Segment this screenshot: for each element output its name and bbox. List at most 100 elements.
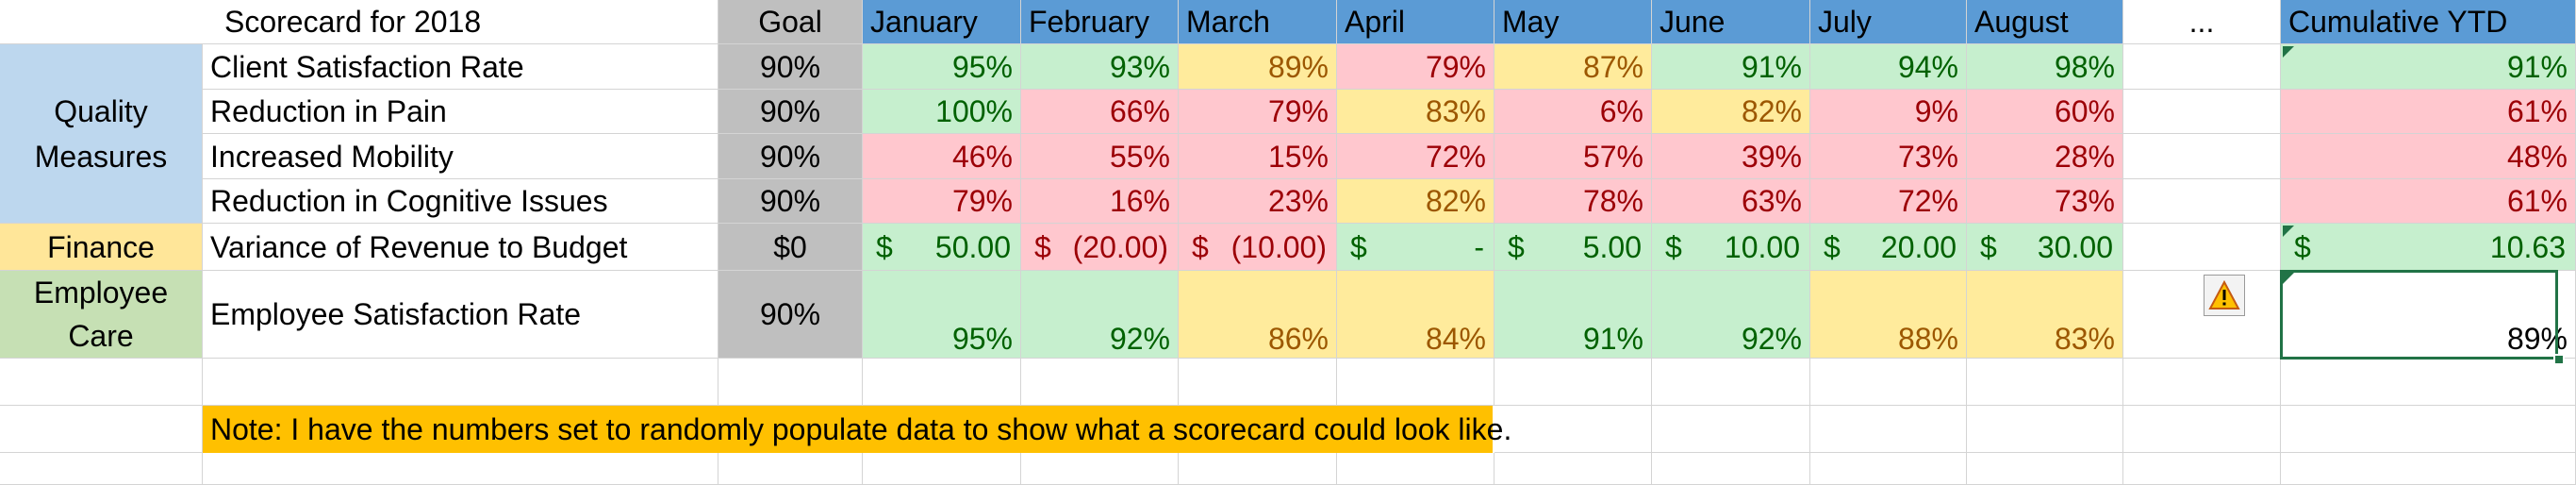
month-header-april[interactable]: April: [1337, 0, 1494, 44]
note-banner[interactable]: Note: I have the numbers set to randomly…: [203, 406, 1511, 453]
empty-cell[interactable]: [2123, 406, 2281, 453]
empty-cell[interactable]: [1967, 406, 2123, 453]
value-cell[interactable]: 91%: [1494, 271, 1652, 359]
empty-cell[interactable]: [718, 453, 863, 485]
value-cell[interactable]: 15%: [1179, 134, 1337, 179]
empty-cell[interactable]: [0, 406, 203, 453]
value-cell[interactable]: 39%: [1652, 134, 1810, 179]
empty-cell[interactable]: [0, 359, 203, 406]
value-cell[interactable]: 57%: [1494, 134, 1652, 179]
empty-cell[interactable]: [0, 453, 203, 485]
value-cell[interactable]: 98%: [1967, 44, 2123, 90]
empty-cell[interactable]: [863, 453, 1021, 485]
currency-cell[interactable]: $50.00: [863, 224, 1021, 271]
value-cell[interactable]: 28%: [1967, 134, 2123, 179]
value-cell[interactable]: 78%: [1494, 179, 1652, 224]
empty-cell[interactable]: [1967, 453, 2123, 485]
value-cell[interactable]: 66%: [1021, 90, 1179, 134]
empty-cell[interactable]: [863, 359, 1021, 406]
category-quality[interactable]: Quality Measures: [0, 44, 203, 224]
month-header-august[interactable]: August: [1967, 0, 2123, 44]
category-finance[interactable]: Finance: [0, 224, 203, 271]
currency-cell[interactable]: $20.00: [1810, 224, 1967, 271]
value-cell[interactable]: 79%: [1337, 44, 1494, 90]
value-cell[interactable]: 100%: [863, 90, 1021, 134]
value-cell[interactable]: 88%: [1810, 271, 1967, 359]
ytd-value[interactable]: 91%: [2281, 44, 2576, 90]
empty-cell[interactable]: [1494, 453, 1652, 485]
empty-cell[interactable]: [1652, 359, 1810, 406]
value-cell[interactable]: 91%: [1652, 44, 1810, 90]
empty-cell[interactable]: [2281, 453, 2576, 485]
month-header-january[interactable]: January: [863, 0, 1021, 44]
value-cell[interactable]: 72%: [1810, 179, 1967, 224]
empty-cell[interactable]: [1179, 453, 1337, 485]
empty-cell[interactable]: [1810, 359, 1967, 406]
goal-value[interactable]: $0: [718, 224, 863, 271]
currency-cell[interactable]: $5.00: [1494, 224, 1652, 271]
metric-label[interactable]: Reduction in Pain: [203, 90, 718, 134]
empty-cell[interactable]: [2123, 44, 2281, 90]
value-cell[interactable]: 23%: [1179, 179, 1337, 224]
goal-header[interactable]: Goal: [718, 0, 863, 44]
goal-value[interactable]: 90%: [718, 179, 863, 224]
value-cell[interactable]: 73%: [1810, 134, 1967, 179]
ytd-value[interactable]: 61%: [2281, 179, 2576, 224]
value-cell[interactable]: 83%: [1967, 271, 2123, 359]
month-header-february[interactable]: February: [1021, 0, 1179, 44]
ytd-value[interactable]: 61%: [2281, 90, 2576, 134]
empty-cell[interactable]: [2123, 90, 2281, 134]
value-cell[interactable]: 79%: [1179, 90, 1337, 134]
value-cell[interactable]: 72%: [1337, 134, 1494, 179]
goal-value[interactable]: 90%: [718, 134, 863, 179]
empty-cell[interactable]: [2281, 406, 2576, 453]
currency-cell[interactable]: $ (20.00): [1021, 224, 1179, 271]
value-cell[interactable]: 93%: [1021, 44, 1179, 90]
goal-value[interactable]: 90%: [718, 44, 863, 90]
currency-cell[interactable]: $ -: [1337, 224, 1494, 271]
goal-value[interactable]: 90%: [718, 271, 863, 359]
empty-cell[interactable]: [2123, 224, 2281, 271]
category-employee[interactable]: Employee Care: [0, 271, 203, 359]
ytd-header[interactable]: Cumulative YTD: [2281, 0, 2576, 44]
month-header-may[interactable]: May: [1494, 0, 1652, 44]
value-cell[interactable]: 92%: [1021, 271, 1179, 359]
value-cell[interactable]: 63%: [1652, 179, 1810, 224]
empty-cell[interactable]: [2123, 179, 2281, 224]
warning-triangle-icon[interactable]: [2204, 275, 2245, 316]
empty-cell[interactable]: [1967, 359, 2123, 406]
value-cell[interactable]: 95%: [863, 44, 1021, 90]
value-cell[interactable]: 94%: [1810, 44, 1967, 90]
month-header-july[interactable]: July: [1810, 0, 1967, 44]
empty-cell[interactable]: [203, 453, 718, 485]
ytd-value[interactable]: $10.63: [2281, 224, 2576, 271]
metric-label[interactable]: Increased Mobility: [203, 134, 718, 179]
empty-cell[interactable]: [1337, 359, 1494, 406]
currency-cell[interactable]: $10.00: [1652, 224, 1810, 271]
value-cell[interactable]: 89%: [1179, 44, 1337, 90]
value-cell[interactable]: 9%: [1810, 90, 1967, 134]
empty-cell[interactable]: [2123, 453, 2281, 485]
empty-cell[interactable]: [1494, 359, 1652, 406]
value-cell[interactable]: 95%: [863, 271, 1021, 359]
empty-cell[interactable]: [1337, 453, 1494, 485]
empty-cell[interactable]: [1179, 359, 1337, 406]
value-cell[interactable]: 92%: [1652, 271, 1810, 359]
value-cell[interactable]: 79%: [863, 179, 1021, 224]
value-cell[interactable]: 82%: [1652, 90, 1810, 134]
empty-cell[interactable]: [2123, 271, 2281, 359]
value-cell[interactable]: 60%: [1967, 90, 2123, 134]
empty-cell[interactable]: [203, 359, 718, 406]
value-cell[interactable]: 46%: [863, 134, 1021, 179]
empty-cell[interactable]: [2123, 359, 2281, 406]
currency-cell[interactable]: $ (10.00): [1179, 224, 1337, 271]
empty-cell[interactable]: [1652, 453, 1810, 485]
value-cell[interactable]: 86%: [1179, 271, 1337, 359]
value-cell[interactable]: 84%: [1337, 271, 1494, 359]
empty-cell[interactable]: [2123, 134, 2281, 179]
empty-cell[interactable]: [1494, 406, 1652, 453]
empty-cell[interactable]: [1021, 359, 1179, 406]
month-header-march[interactable]: March: [1179, 0, 1337, 44]
value-cell[interactable]: 6%: [1494, 90, 1652, 134]
